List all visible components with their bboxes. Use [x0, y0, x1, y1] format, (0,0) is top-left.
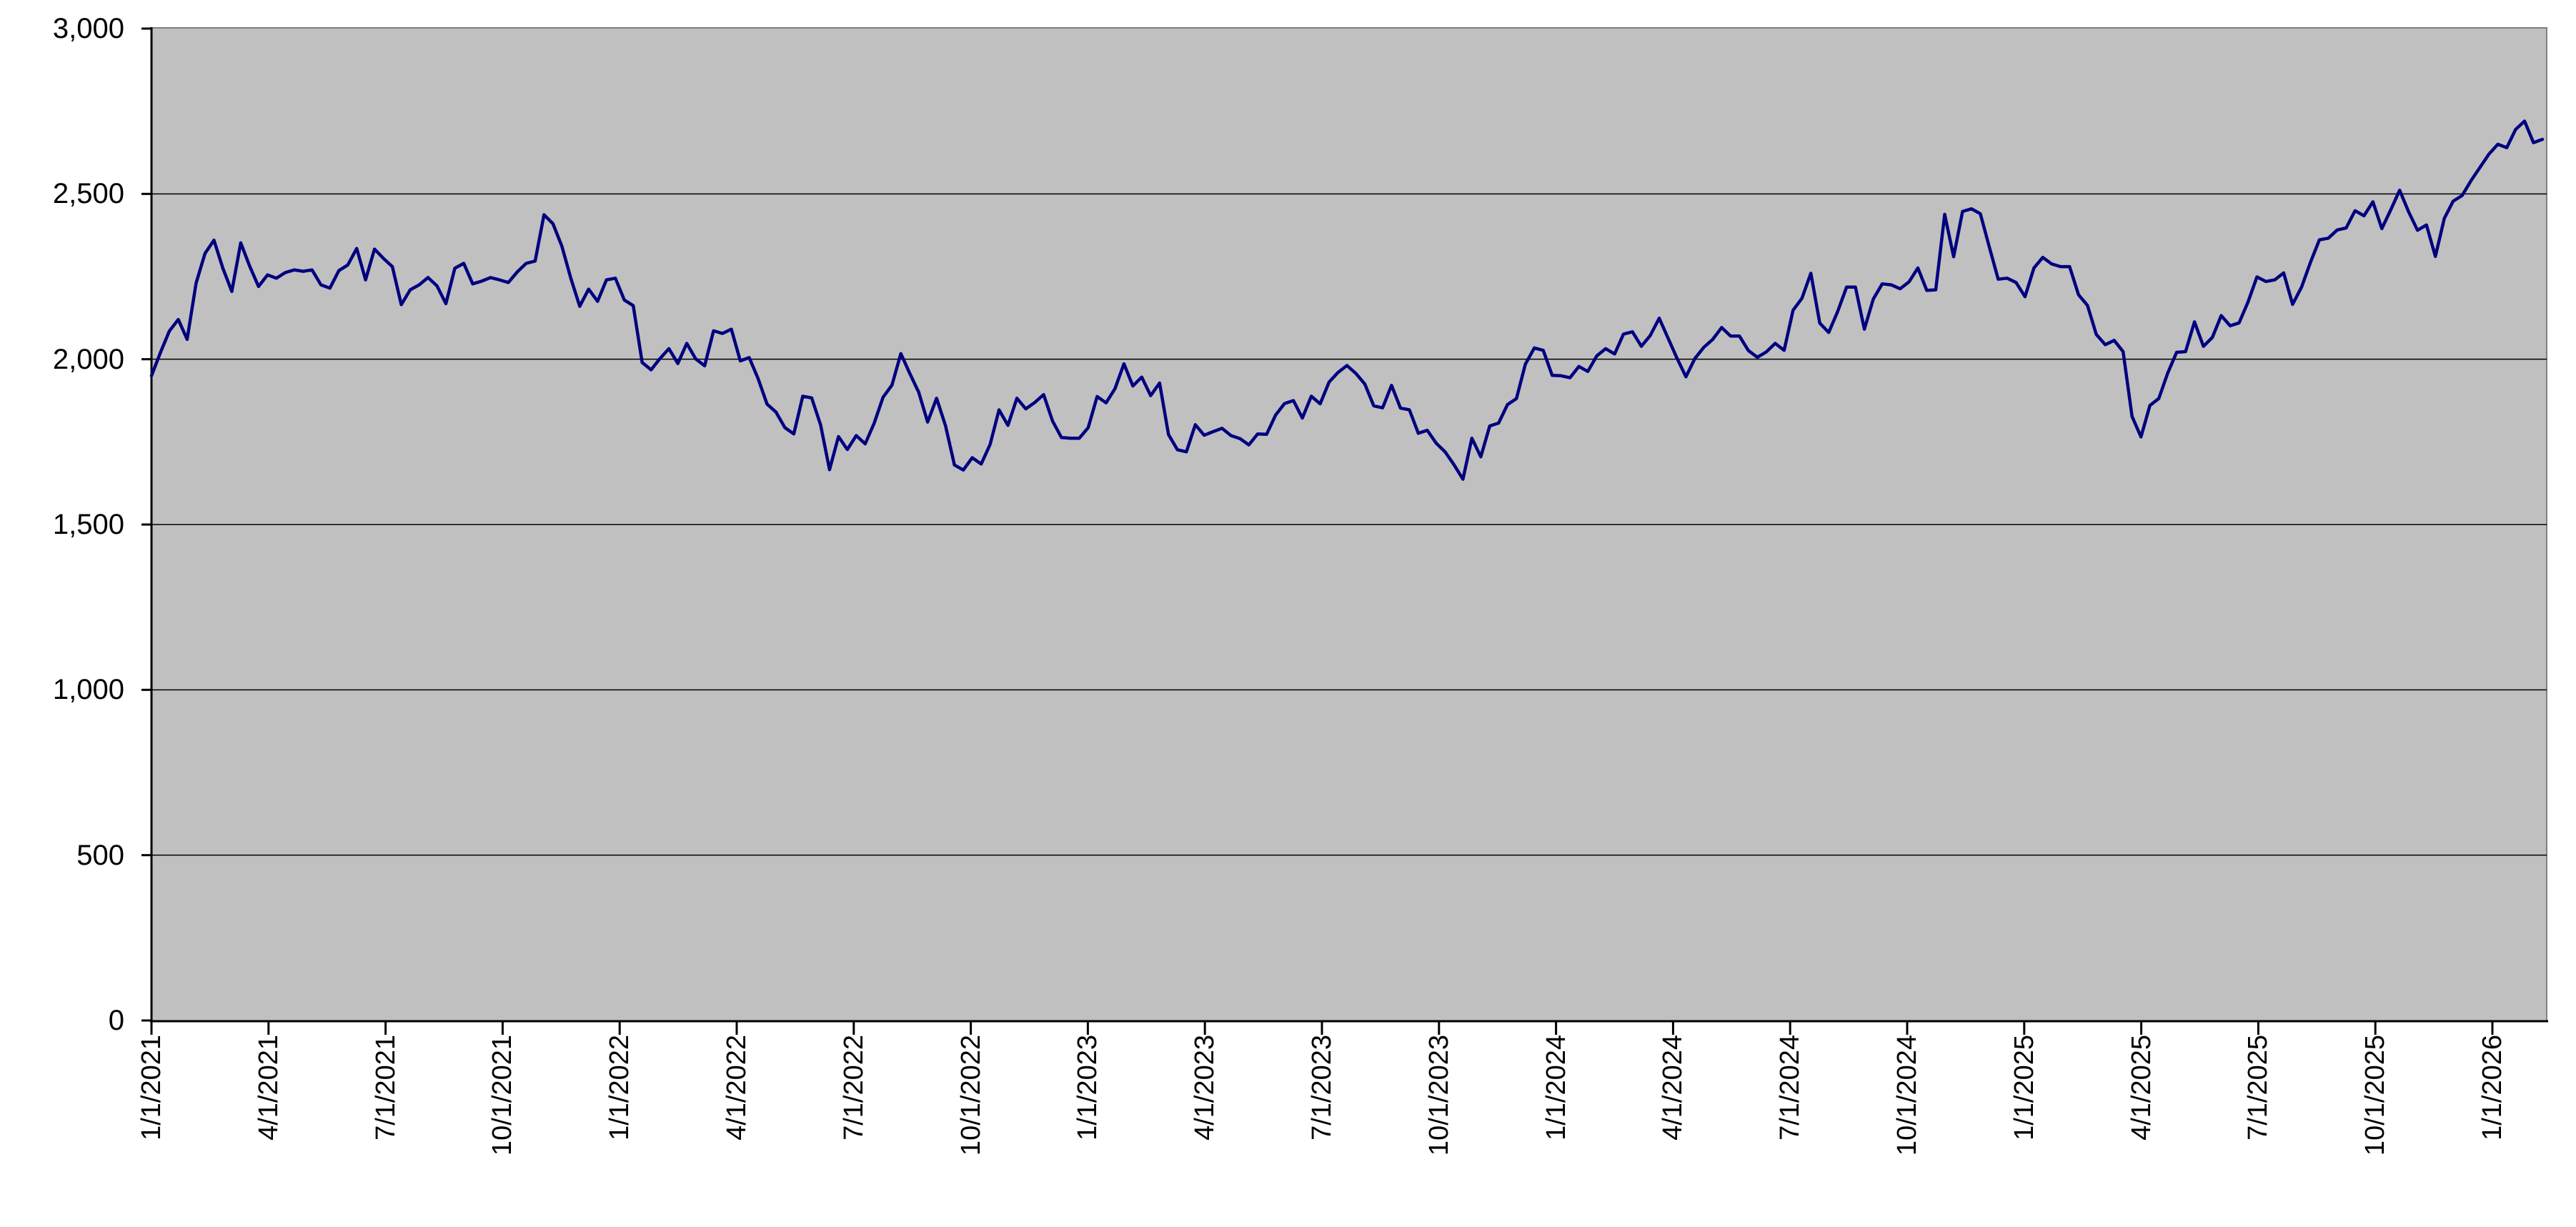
x-axis-tick-label: 10/1/2025 [2360, 1035, 2391, 1156]
x-axis-tick-label: 7/1/2025 [2243, 1035, 2274, 1141]
x-axis-tick-label: 7/1/2024 [1775, 1035, 1806, 1141]
x-axis-tick-label: 1/1/2022 [605, 1035, 635, 1141]
x-axis-tick-label: 10/1/2023 [1423, 1035, 1454, 1156]
y-axis-tick-label: 1,500 [52, 509, 124, 540]
x-axis-tick-label: 4/1/2021 [253, 1035, 284, 1141]
x-axis-tick-label: 1/1/2025 [2009, 1035, 2039, 1141]
y-axis-tick-label: 500 [76, 839, 124, 871]
x-axis-tick-label: 1/1/2026 [2477, 1035, 2507, 1141]
y-axis-tick-label: 1,000 [52, 674, 124, 706]
x-axis-tick-label: 1/1/2023 [1073, 1035, 1103, 1141]
y-axis-tick-label: 2,500 [52, 178, 124, 210]
x-axis-tick-label: 4/1/2022 [722, 1035, 752, 1141]
x-axis-tick-label: 10/1/2022 [955, 1035, 986, 1156]
plot-area [151, 27, 2547, 1022]
y-axis-tick-label: 2,000 [52, 343, 124, 375]
y-axis-tick-label: 3,000 [52, 13, 124, 44]
x-axis-tick-label: 7/1/2022 [838, 1035, 869, 1141]
y-axis-tick-label: 0 [108, 1005, 124, 1036]
x-axis-tick-label: 1/1/2024 [1541, 1035, 1571, 1141]
x-axis-tick-label: 1/1/2021 [136, 1035, 166, 1141]
x-axis-tick-label: 4/1/2024 [1658, 1035, 1689, 1141]
x-axis-tick-label: 4/1/2023 [1190, 1035, 1220, 1141]
x-axis-tick-label: 4/1/2025 [2126, 1035, 2157, 1141]
x-axis-tick-label: 10/1/2021 [487, 1035, 518, 1156]
x-axis-tick-label: 10/1/2024 [1892, 1035, 1922, 1156]
x-axis-tick-label: 7/1/2023 [1307, 1035, 1337, 1141]
x-axis-tick-label: 7/1/2021 [370, 1035, 401, 1141]
